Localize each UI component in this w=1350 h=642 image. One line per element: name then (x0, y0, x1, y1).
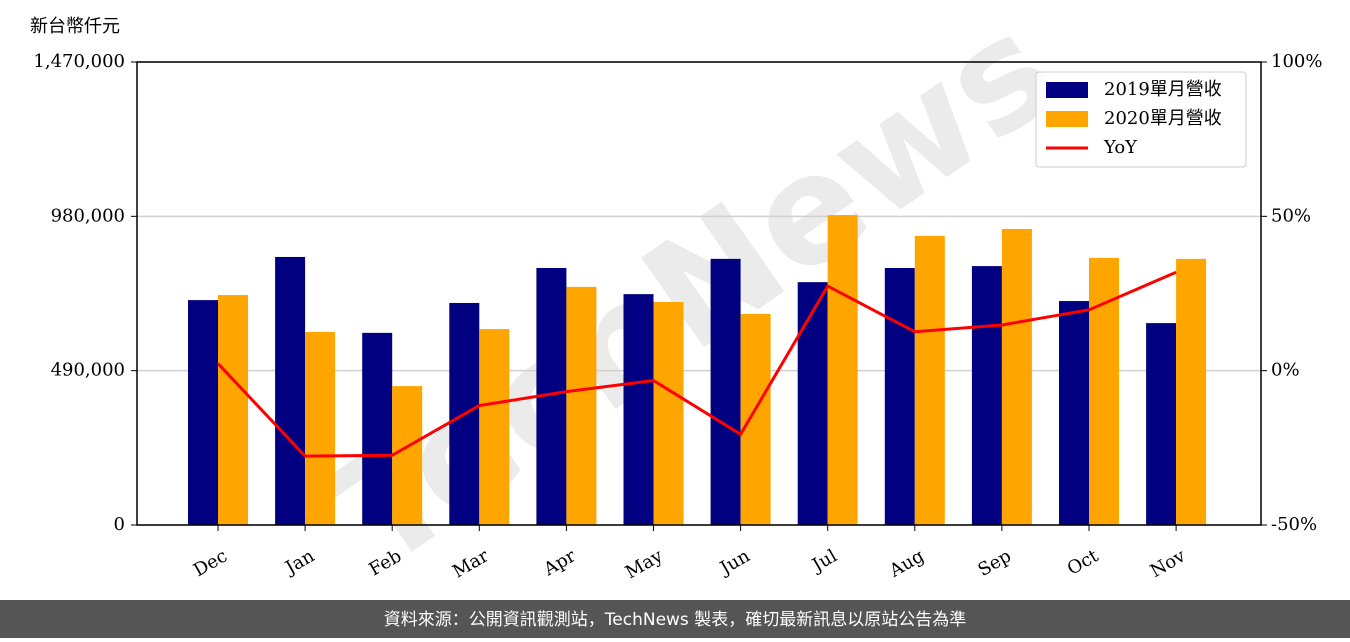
legend-label: YoY (1103, 137, 1138, 158)
bar (479, 329, 510, 525)
y2-tick-label: -50% (1271, 514, 1317, 535)
x-tick-label: Jul (807, 545, 841, 577)
bar (827, 215, 858, 525)
x-tick-label: Sep (975, 545, 1015, 580)
line (216, 270, 1177, 458)
bar (971, 266, 1002, 525)
bar (740, 313, 771, 525)
y-tick-label: 490,000 (51, 360, 125, 381)
bar (362, 332, 393, 525)
x-tick-label: Aug (885, 545, 928, 582)
bar (1146, 323, 1177, 525)
y2-tick-label: 50% (1271, 205, 1311, 226)
y2-tick-label: 0% (1271, 360, 1300, 381)
y-tick-label: 0 (114, 514, 125, 535)
legend-swatch (1046, 111, 1088, 127)
bar (1001, 228, 1032, 525)
bar (188, 300, 218, 525)
bar (1059, 301, 1089, 525)
legend-label: 2020單月營收 (1104, 108, 1222, 129)
x-tick-label: May (622, 545, 667, 583)
bar (218, 295, 248, 525)
bar (1176, 258, 1207, 525)
bar (884, 267, 915, 525)
y-tick-label: 1,470,000 (33, 51, 125, 72)
footer-bar (0, 600, 1350, 638)
bar (392, 386, 423, 525)
x-tick-label: Dec (190, 545, 231, 581)
plot-frame (136, 61, 1262, 526)
y2-tick-label: 100% (1271, 51, 1322, 72)
bar (566, 286, 597, 525)
bar (914, 235, 945, 526)
y-tick-label: 980,000 (51, 205, 125, 226)
legend-swatch (1046, 82, 1088, 98)
legend-label: 2019單月營收 (1104, 79, 1222, 100)
x-tick-label: Jun (715, 545, 754, 580)
y-axis-label: 新台幣仟元 (30, 16, 120, 37)
bar (275, 256, 306, 525)
bar (653, 302, 684, 525)
bar (797, 282, 828, 525)
bar (305, 331, 336, 525)
legend-box (1035, 71, 1247, 168)
x-tick-label: Nov (1147, 545, 1190, 582)
x-tick-label: Oct (1064, 545, 1103, 580)
bar (710, 258, 741, 525)
footer: 資料來源：公開資訊觀測站，TechNews 製表，確切最新訊息以原站公告為準 (384, 610, 966, 630)
x-tick-label: Apr (539, 545, 579, 580)
bar (623, 294, 654, 525)
x-tick-label: Jan (280, 545, 318, 579)
